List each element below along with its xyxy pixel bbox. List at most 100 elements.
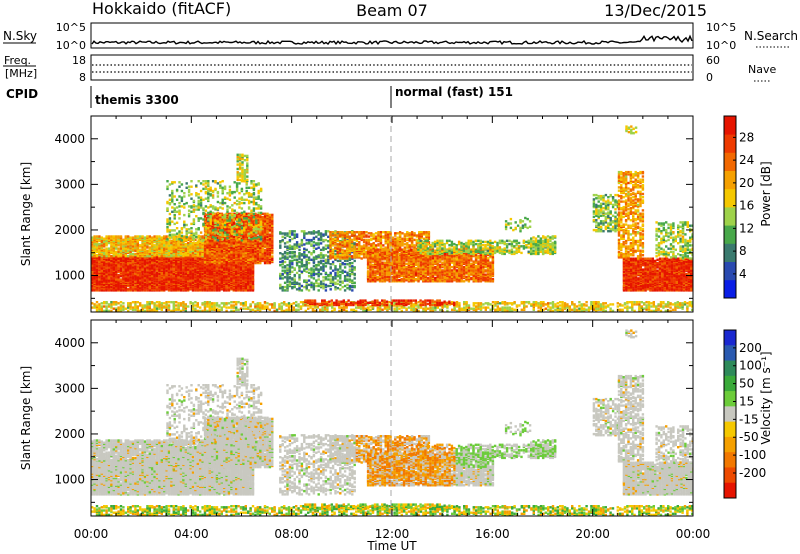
power-cell (227, 261, 231, 265)
power-cell (180, 183, 184, 186)
power-cell (236, 167, 239, 171)
power-cell (227, 212, 231, 215)
power-cell (166, 238, 169, 241)
power-cell (216, 232, 220, 235)
power-cell (146, 235, 149, 238)
power-cell (187, 259, 190, 263)
power-cell (230, 214, 233, 218)
power-cell (247, 226, 250, 230)
power-cell (215, 267, 219, 270)
power-cell (251, 221, 255, 224)
power-cell (261, 231, 264, 234)
power-cell (187, 231, 191, 234)
power-cell (183, 192, 186, 195)
power-cell (196, 270, 199, 273)
power-cell (281, 277, 284, 280)
power-cell (231, 232, 234, 235)
power-cell (204, 182, 208, 185)
power-cell (279, 272, 282, 276)
power-cell (283, 242, 287, 245)
power-cell (219, 184, 222, 187)
power-cell (183, 195, 186, 198)
power-cell (241, 161, 244, 164)
power-cell (209, 186, 212, 189)
power-cell (197, 234, 200, 238)
power-cell (236, 163, 239, 166)
power-cell (204, 187, 208, 191)
power-cell (110, 248, 113, 251)
power-cell (257, 228, 260, 231)
power-cell (251, 248, 255, 252)
power-cell (167, 251, 171, 255)
power-cell (231, 208, 234, 211)
power-cell (180, 234, 184, 238)
power-cell (196, 275, 199, 278)
power-cell (206, 222, 209, 225)
power-cell (218, 280, 221, 283)
power-cell (237, 221, 240, 224)
power-cell (91, 271, 94, 275)
power-cell (241, 163, 244, 166)
power-cell (232, 235, 236, 238)
power-cell (180, 196, 184, 199)
power-cell (148, 255, 151, 258)
power-cell (191, 267, 195, 270)
power-cell (211, 219, 214, 222)
freq-unit-label: [MHz] (5, 67, 37, 80)
power-cell (247, 201, 251, 205)
power-cell (214, 231, 217, 234)
power-cell (235, 283, 238, 287)
power-cell (255, 236, 258, 240)
power-cell (266, 261, 269, 265)
power-cell (225, 288, 228, 291)
power-cell (196, 240, 199, 244)
power-cell (231, 204, 234, 207)
power-cell (233, 233, 236, 236)
power-cell (190, 197, 193, 200)
power-cell (146, 249, 149, 252)
power-cell (238, 182, 241, 185)
power-cell (165, 260, 168, 264)
power-cell (246, 166, 249, 170)
power-cell (225, 212, 228, 215)
power-cell (213, 289, 216, 292)
power-cell (283, 232, 287, 235)
nsky-trace (91, 34, 693, 46)
power-cell (283, 289, 287, 292)
power-cell (244, 243, 248, 246)
power-cell (112, 287, 115, 290)
power-cell (263, 254, 267, 257)
power-cell (124, 235, 127, 238)
power-cell (238, 166, 242, 170)
power-cell (168, 212, 172, 216)
power-cell (103, 251, 106, 255)
power-cell (214, 228, 217, 231)
power-cell (216, 239, 220, 242)
power-cell (246, 154, 249, 158)
power-cell (223, 236, 226, 240)
power-cell (172, 235, 175, 238)
power-cell (237, 255, 240, 258)
power-cell (259, 215, 262, 219)
power-cell (209, 204, 212, 207)
power-cell (153, 235, 156, 238)
power-cell (216, 200, 220, 204)
power-cell (160, 240, 163, 244)
power-cell (165, 235, 168, 238)
power-cell (122, 270, 125, 273)
power-cell (107, 249, 111, 252)
power-cell (112, 235, 115, 238)
power-cell (288, 230, 292, 233)
power-cell (250, 200, 253, 204)
freq-panel-frame (90, 54, 694, 81)
power-cell (252, 198, 256, 201)
power-cell (107, 268, 111, 271)
power-cell (207, 198, 210, 201)
power-cell (175, 221, 179, 224)
power-cell (98, 235, 101, 238)
power-cell (247, 219, 251, 222)
power-cell (197, 203, 200, 206)
power-cell (213, 212, 216, 215)
power-cell (199, 244, 202, 247)
power-cell (255, 231, 258, 234)
